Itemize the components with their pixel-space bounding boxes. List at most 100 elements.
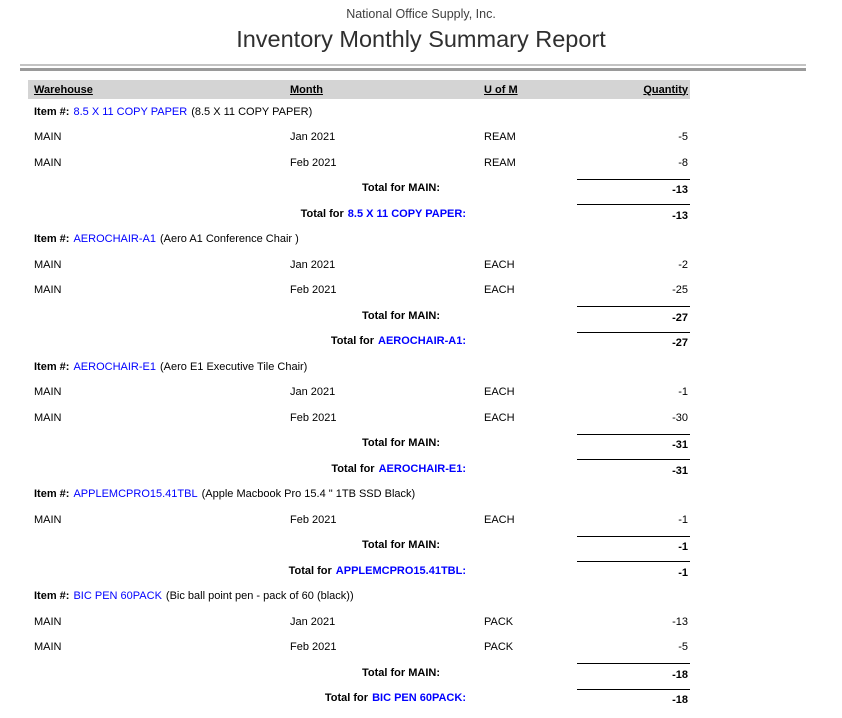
column-header-uofm: U of M	[484, 83, 518, 96]
item-total-label: Total for AEROCHAIR-E1:	[28, 463, 577, 475]
warehouse-cell: MAIN	[34, 411, 62, 424]
month-cell: Feb 2021	[290, 411, 337, 424]
warehouse-total-row: Total for MAIN: -13	[28, 176, 690, 202]
uofm-cell: EACH	[484, 258, 515, 271]
column-header-quantity: Quantity	[643, 83, 688, 96]
table-row: MAIN Feb 2021 PACK -5	[28, 635, 690, 661]
table-row: MAIN Jan 2021 PACK -13	[28, 609, 690, 635]
quantity-cell: -1	[678, 386, 688, 399]
month-cell: Jan 2021	[290, 615, 336, 628]
warehouse-total-value: -27	[577, 306, 690, 329]
warehouse-total-label: Total for MAIN:	[361, 437, 440, 450]
item-number-link[interactable]: APPLEMCPRO15.41TBL	[73, 488, 198, 501]
warehouse-total-label: Total for MAIN:	[361, 666, 440, 679]
warehouse-total-row: Total for MAIN: -1	[28, 533, 690, 559]
column-header-month: Month	[290, 83, 323, 96]
item-total-label: Total for 8.5 X 11 COPY PAPER:	[28, 208, 577, 220]
item-section: Item #: BIC PEN 60PACK (Bic ball point pen…	[28, 584, 690, 712]
month-cell: Feb 2021	[290, 284, 337, 297]
quantity-cell: -13	[672, 615, 688, 628]
warehouse-cell: MAIN	[34, 258, 62, 271]
item-header-row: Item #: APPLEMCPRO15.41TBL (Apple Macbook …	[28, 482, 690, 508]
item-total-link[interactable]: APPLEMCPRO15.41TBL:	[335, 564, 466, 577]
month-cell: Feb 2021	[290, 641, 337, 654]
warehouse-cell: MAIN	[34, 641, 62, 654]
item-description: (8.5 X 11 COPY PAPER)	[191, 105, 313, 118]
item-total-link[interactable]: AEROCHAIR-A1:	[378, 335, 466, 348]
item-total-row: Total for AEROCHAIR-A1: -27	[28, 329, 690, 355]
item-total-row: Total for AEROCHAIR-E1: -31	[28, 456, 690, 482]
uofm-cell: EACH	[484, 411, 515, 424]
item-description: (Bic ball point pen - pack of 60 (black)…	[165, 590, 354, 603]
company-name: National Office Supply, Inc.	[346, 7, 496, 21]
quantity-cell: -2	[678, 258, 688, 271]
quantity-cell: -5	[678, 131, 688, 144]
item-number-link[interactable]: AEROCHAIR-E1	[73, 360, 156, 373]
item-header-row: Item #: 8.5 X 11 COPY PAPER (8.5 X 11 COPY…	[28, 99, 690, 125]
item-total-prefix: Total for	[324, 692, 369, 705]
item-header-row: Item #: AEROCHAIR-E1 (Aero E1 Executive Ti…	[28, 354, 690, 380]
table-row: MAIN Feb 2021 EACH -30	[28, 405, 690, 431]
quantity-cell: -30	[672, 411, 688, 424]
item-number-link[interactable]: AEROCHAIR-A1	[73, 233, 156, 246]
warehouse-total-label: Total for MAIN:	[361, 309, 440, 322]
item-number-label: Item #:	[34, 360, 70, 373]
item-total-label: Total for APPLEMCPRO15.41TBL:	[28, 565, 577, 577]
item-total-prefix: Total for	[288, 564, 332, 577]
warehouse-cell: MAIN	[34, 513, 62, 526]
uofm-cell: REAM	[484, 156, 516, 169]
item-total-link[interactable]: BIC PEN 60PACK:	[372, 692, 466, 705]
item-total-value: -13	[577, 204, 690, 227]
table-row: MAIN Jan 2021 EACH -1	[28, 380, 690, 406]
item-total-prefix: Total for	[300, 207, 344, 220]
item-number-link[interactable]: 8.5 X 11 COPY PAPER	[73, 105, 188, 118]
table-row: MAIN Feb 2021 REAM -8	[28, 150, 690, 176]
item-number-label: Item #:	[34, 488, 70, 501]
item-description: (Apple Macbook Pro 15.4 " 1TB SSD Black)	[201, 488, 416, 501]
warehouse-cell: MAIN	[34, 131, 62, 144]
warehouse-total-value: -13	[577, 178, 690, 202]
item-section: Item #: AEROCHAIR-A1 (Aero A1 Conference C…	[28, 227, 690, 355]
report-table: Warehouse Month U of M Quantity Item #: 8…	[28, 80, 690, 711]
item-total-link[interactable]: 8.5 X 11 COPY PAPER:	[347, 207, 466, 220]
warehouse-cell: MAIN	[34, 156, 62, 169]
quantity-cell: -5	[678, 641, 688, 654]
item-total-link[interactable]: AEROCHAIR-E1:	[378, 462, 466, 475]
item-section: Item #: APPLEMCPRO15.41TBL (Apple Macbook …	[28, 482, 690, 584]
warehouse-total-row: Total for MAIN: -18	[28, 660, 690, 686]
month-cell: Jan 2021	[290, 258, 336, 271]
header-divider	[20, 64, 806, 71]
table-row: MAIN Jan 2021 REAM -5	[28, 125, 690, 151]
warehouse-cell: MAIN	[34, 615, 62, 628]
uofm-cell: PACK	[484, 615, 514, 628]
item-total-value: -27	[577, 331, 690, 355]
item-total-row: Total for BIC PEN 60PACK: -18	[28, 686, 690, 712]
item-number-label: Item #:	[34, 590, 70, 603]
table-row: MAIN Jan 2021 EACH -2	[28, 252, 690, 278]
table-row: MAIN Feb 2021 EACH -1	[28, 507, 690, 533]
item-total-prefix: Total for	[331, 462, 375, 475]
item-line: Item #: BIC PEN 60PACK (Bic ball point pen…	[28, 590, 690, 602]
quantity-cell: -25	[672, 284, 688, 297]
item-total-value: -18	[577, 688, 690, 712]
item-description: (Aero A1 Conference Chair )	[160, 233, 299, 246]
item-header-row: Item #: BIC PEN 60PACK (Bic ball point pen…	[28, 584, 690, 610]
item-total-label: Total for BIC PEN 60PACK:	[28, 692, 577, 704]
item-total-row: Total for APPLEMCPRO15.41TBL: -1	[28, 558, 690, 584]
item-section: Item #: AEROCHAIR-E1 (Aero E1 Executive Ti…	[28, 354, 690, 482]
item-line: Item #: AEROCHAIR-A1 (Aero A1 Conference C…	[28, 233, 690, 245]
warehouse-total-row: Total for MAIN: -27	[28, 303, 690, 329]
item-total-label: Total for AEROCHAIR-A1:	[28, 335, 577, 347]
warehouse-cell: MAIN	[34, 284, 62, 297]
quantity-cell: -8	[678, 156, 688, 169]
item-total-prefix: Total for	[330, 335, 374, 348]
warehouse-total-value: -1	[577, 535, 690, 559]
item-total-value: -1	[577, 561, 690, 584]
uofm-cell: PACK	[484, 641, 514, 654]
warehouse-total-value: -31	[577, 433, 690, 457]
uofm-cell: EACH	[484, 513, 515, 526]
item-number-link[interactable]: BIC PEN 60PACK	[73, 590, 162, 603]
column-header-warehouse: Warehouse	[34, 83, 93, 96]
month-cell: Jan 2021	[290, 131, 336, 144]
